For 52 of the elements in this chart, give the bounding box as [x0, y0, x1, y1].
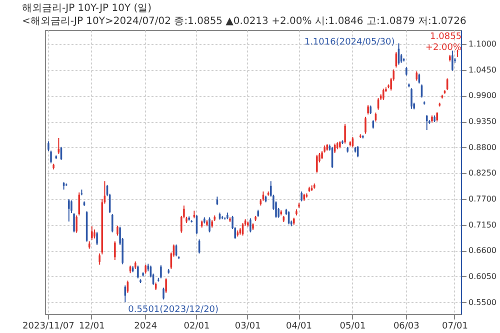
candlestick [96, 231, 98, 246]
y-tick-label: 0.6050 [468, 272, 496, 281]
y-tick-label: 0.9350 [468, 117, 496, 126]
x-tick-label: 12/01 [78, 322, 105, 332]
x-tick-label: 02/01 [184, 322, 210, 332]
candlestick [78, 192, 80, 216]
annotation: 1.0855 +2.00% [425, 32, 462, 53]
candlestick [68, 198, 70, 222]
candlestick [114, 240, 116, 261]
candlestick [426, 114, 428, 130]
candlestick [367, 104, 369, 115]
y-tick-label: 0.6600 [468, 246, 496, 256]
chart-title: 해외금리-JP 10Y-JP 10Y (일) [22, 3, 152, 14]
candlestick [137, 265, 139, 279]
y-tick-label: 1.1000 [468, 40, 496, 49]
y-tick-label: 0.5500 [468, 298, 496, 307]
annotation: 0.5501(2023/12/20) [128, 305, 219, 316]
x-tick-label: 2024 [134, 322, 158, 332]
y-tick-label: 0.7150 [468, 220, 496, 230]
candlestick [73, 212, 75, 233]
candlestick [364, 116, 366, 134]
candlestick [452, 50, 454, 72]
candlestick [300, 190, 302, 202]
candlestick [76, 214, 78, 234]
candlestick [162, 287, 164, 300]
candlestick [436, 112, 438, 122]
y-tick-label: 0.7700 [468, 194, 496, 204]
candlestick [456, 49, 458, 58]
candlestick [410, 88, 412, 110]
candlestick [160, 264, 162, 279]
x-tick-label: 05/01 [340, 322, 366, 332]
x-tick-label: 07/01 [442, 322, 468, 332]
x-tick-label: 04/01 [286, 322, 312, 332]
candlestick [208, 216, 210, 233]
y-tick-label: 0.8800 [468, 142, 496, 152]
candlestick [316, 154, 318, 174]
y-tick-label: 1.0450 [468, 65, 496, 74]
chart-subtitle: <해외금리-JP 10Y>2024/07/02 종:1.0855 ▲0.0213 +2.00% 시:1.0846 고:1.0879 저:1.0726 [22, 16, 466, 27]
candlestick [116, 225, 118, 236]
x-tick-label: 2023/11/07 [22, 322, 74, 332]
x-tick-label: 06/03 [393, 322, 420, 332]
candlestick [91, 226, 93, 240]
candlestick [382, 88, 384, 100]
candlestick [165, 278, 167, 294]
candlestick [111, 214, 114, 233]
candlestick [250, 218, 252, 233]
annotation: 1.1016(2024/05/30) [304, 37, 395, 48]
candlestick [344, 123, 346, 144]
candlestick [416, 70, 418, 82]
y-tick-label: 0.9900 [468, 91, 496, 100]
x-tick-label: 03/01 [234, 322, 261, 332]
y-tick-label: 0.8250 [468, 168, 496, 178]
